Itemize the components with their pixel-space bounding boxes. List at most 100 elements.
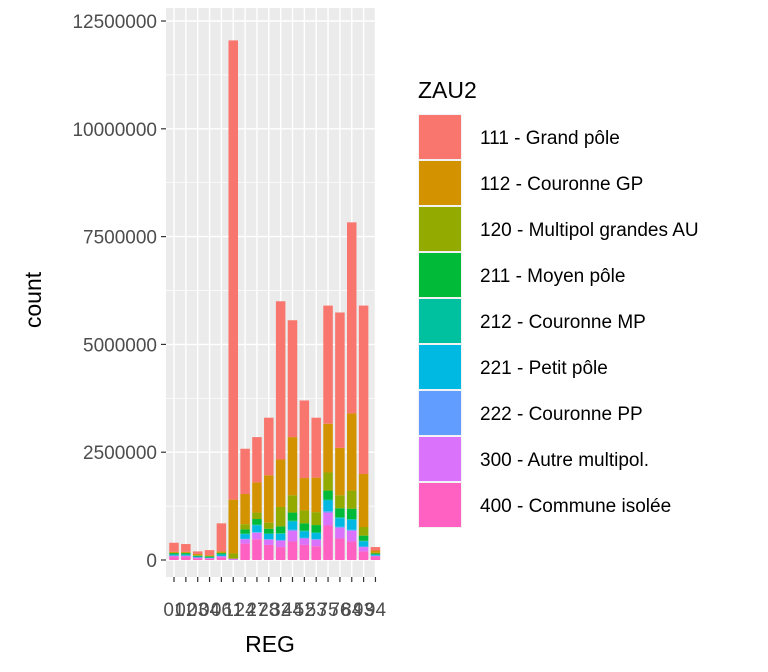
x-tick-label: 75	[317, 600, 338, 621]
bar-segment	[323, 511, 333, 513]
bar-segment	[252, 525, 262, 533]
bar-segment	[347, 519, 357, 530]
bar-segment	[192, 556, 203, 558]
x-tick-label: 24	[235, 600, 257, 621]
bar-segment	[323, 525, 333, 560]
bar-segment	[358, 541, 369, 547]
bar-segment	[264, 528, 274, 534]
bar-segment	[264, 475, 274, 523]
bar-segment	[252, 482, 262, 513]
y-tick-label: 10000000	[72, 120, 157, 141]
legend-item: 221 - Petit pôle	[418, 344, 608, 390]
bar-segment	[299, 538, 310, 545]
bar-segment	[228, 40, 238, 500]
bar-segment	[299, 537, 310, 539]
bar-segment	[169, 555, 179, 557]
bar-segment	[323, 500, 333, 512]
bar-segment	[181, 544, 191, 552]
bar-segment	[275, 540, 286, 548]
bar-segment	[216, 553, 227, 555]
bar-segment	[347, 529, 357, 531]
bar-segment	[287, 521, 298, 530]
bar-segment	[216, 551, 227, 553]
bar-segment	[335, 538, 345, 560]
y-tick-label: 2500000	[83, 443, 157, 464]
bar-segment	[240, 539, 250, 544]
bar-segment	[240, 543, 250, 560]
bar-segment	[240, 534, 250, 539]
x-tick-label: 94	[365, 600, 387, 621]
bar-segment	[323, 490, 333, 500]
bar-segment	[216, 557, 227, 560]
bar-segment	[192, 551, 203, 554]
bar-segment	[311, 417, 321, 478]
bar-segment	[252, 539, 262, 560]
bar-segment	[311, 533, 321, 540]
bar-segment	[311, 532, 321, 534]
bar-segment	[216, 554, 227, 557]
bar-segment	[275, 533, 286, 540]
legend-swatch	[419, 437, 461, 481]
bar-segment	[228, 553, 238, 559]
bar-segment	[335, 517, 345, 519]
bar-segment	[299, 523, 310, 531]
bar-segment	[370, 554, 381, 556]
bar-segment	[347, 413, 357, 491]
bar-segment	[240, 448, 250, 495]
legend-item: 300 - Autre multipol.	[418, 436, 649, 482]
bar-segment	[192, 558, 203, 560]
bar-segment	[323, 305, 333, 424]
legend-swatch	[419, 161, 461, 205]
bar-segment	[299, 510, 310, 524]
bar-segment	[275, 539, 286, 541]
bar-segment	[311, 512, 321, 526]
bar-segment	[370, 547, 381, 551]
bar-segment	[311, 525, 321, 533]
bar-segment	[169, 542, 179, 552]
bar-segment	[169, 554, 179, 556]
bar-segment	[335, 508, 345, 518]
x-tick-label: 44	[282, 600, 304, 621]
legend-item: 211 - Moyen pôle	[418, 252, 625, 298]
bar-segment	[192, 555, 203, 557]
bar-segment	[370, 550, 381, 553]
bar-segment	[287, 520, 298, 522]
bar-segment	[335, 526, 345, 528]
bar-segment	[358, 527, 369, 536]
bar-segment	[275, 506, 286, 527]
y-axis: 0 2500000 5000000 7500000 10000000 12500000	[72, 12, 166, 572]
x-tick-label: 01	[163, 600, 184, 621]
bar-segment	[287, 495, 298, 513]
bar-segment	[299, 478, 310, 511]
bar-segment	[204, 558, 215, 560]
legend-swatch	[419, 391, 461, 435]
bar-segment	[204, 556, 215, 558]
legend-title: ZAU2	[418, 77, 477, 103]
y-tick-label: 12500000	[72, 12, 157, 33]
bar-segment	[347, 530, 357, 542]
bar-segment	[264, 522, 274, 529]
bar-segment	[240, 524, 250, 530]
legend-label: 120 - Multipol grandes AU	[480, 220, 699, 241]
legend-label: 222 - Couronne PP	[480, 404, 643, 425]
x-tick-label: 04	[199, 600, 221, 621]
legend-swatch	[419, 483, 461, 527]
bar-segment	[335, 312, 345, 448]
bar-segment	[275, 301, 286, 460]
legend-label: 112 - Couronne GP	[480, 174, 643, 195]
bar-segment	[169, 556, 179, 560]
legend-swatch	[419, 115, 461, 159]
bar-segment	[299, 544, 310, 560]
legend-item: 111 - Grand pôle	[418, 114, 620, 160]
legend-label: 400 - Commune isolée	[480, 496, 671, 517]
bar-segment	[287, 530, 298, 542]
bar-segment	[252, 532, 262, 540]
legend-label: 300 - Autre multipol.	[480, 450, 649, 471]
bar-segment	[311, 477, 321, 513]
bar-segment	[347, 541, 357, 560]
bar-segment	[264, 533, 274, 540]
legend-label: 211 - Moyen pôle	[480, 266, 625, 287]
bar-segment	[204, 558, 215, 559]
x-axis-title: REG	[245, 631, 295, 657]
